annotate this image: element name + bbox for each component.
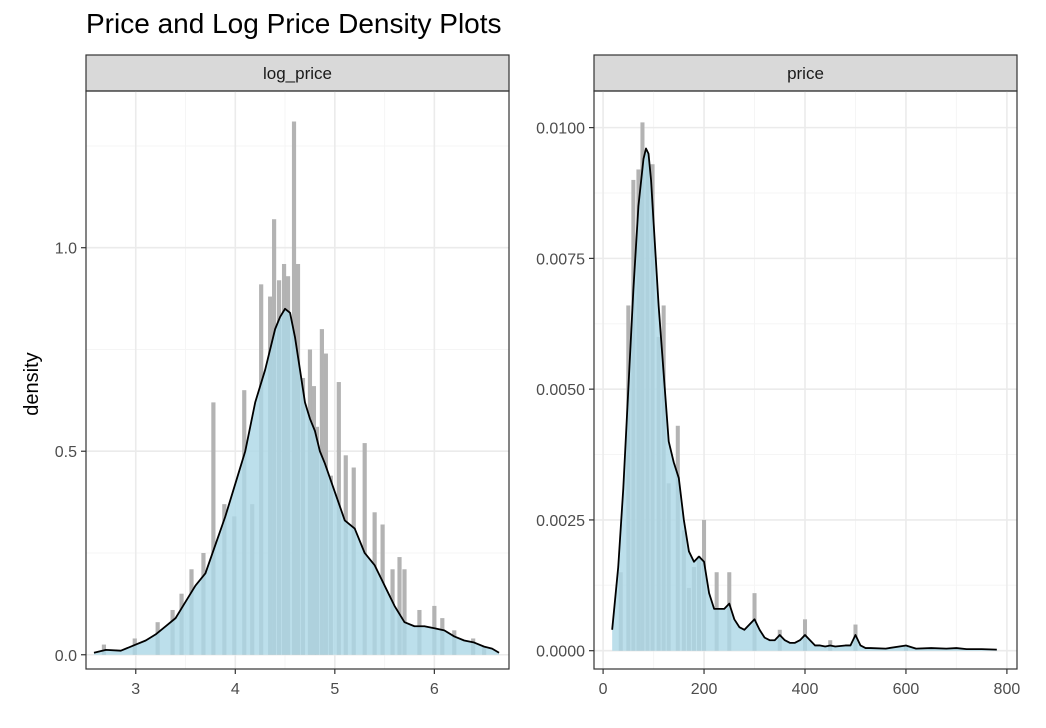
chart-title: Price and Log Price Density Plots — [86, 8, 502, 39]
axis-ticks: 3 4 5 6 0.0 0.5 1.0 — [55, 241, 439, 698]
y-tick-label: 0.0050 — [536, 382, 585, 399]
x-tick-label: 3 — [131, 681, 140, 698]
y-tick-label: 0.0025 — [536, 513, 585, 530]
facet-strip — [593, 54, 1018, 92]
y-tick-label: 1.0 — [55, 241, 77, 258]
panel-border — [85, 90, 510, 670]
facet-strip — [85, 54, 510, 92]
facet-strip-label: price — [787, 64, 824, 83]
density-area — [93, 308, 500, 655]
x-tick-label: 800 — [994, 681, 1021, 698]
x-tick-label: 0 — [599, 681, 608, 698]
density-line — [93, 307, 500, 654]
density-line — [611, 147, 997, 651]
x-tick-label: 5 — [330, 681, 339, 698]
facet-price: price 0 200 400 600 800 0.0000 0.0025 0.0050 0.0… — [536, 54, 1020, 698]
y-tick-label: 0.0000 — [536, 644, 585, 661]
histogram-bar — [397, 557, 402, 655]
y-tick-label: 0.0075 — [536, 251, 585, 268]
facet-log-price: log_price 3 4 5 6 0.0 0.5 1.0 — [55, 54, 510, 698]
y-axis-title: density — [21, 352, 43, 415]
density-curve — [611, 147, 997, 651]
y-tick-label: 0.0100 — [536, 121, 585, 138]
histogram-bar — [211, 402, 216, 655]
x-tick-label: 6 — [430, 681, 439, 698]
density-curve — [93, 307, 500, 655]
x-tick-label: 600 — [893, 681, 920, 698]
x-tick-label: 400 — [792, 681, 819, 698]
facet-strip-label: log_price — [263, 64, 332, 83]
y-tick-label: 0.0 — [55, 648, 77, 665]
x-tick-label: 200 — [691, 681, 718, 698]
histogram-bar — [402, 569, 407, 655]
x-tick-label: 4 — [231, 681, 240, 698]
axis-ticks: 0 200 400 600 800 0.0000 0.0025 0.0050 0.0075 0.0… — [536, 121, 1020, 698]
y-tick-label: 0.5 — [55, 444, 77, 461]
histogram-bar — [362, 443, 367, 655]
density-area — [612, 148, 997, 651]
